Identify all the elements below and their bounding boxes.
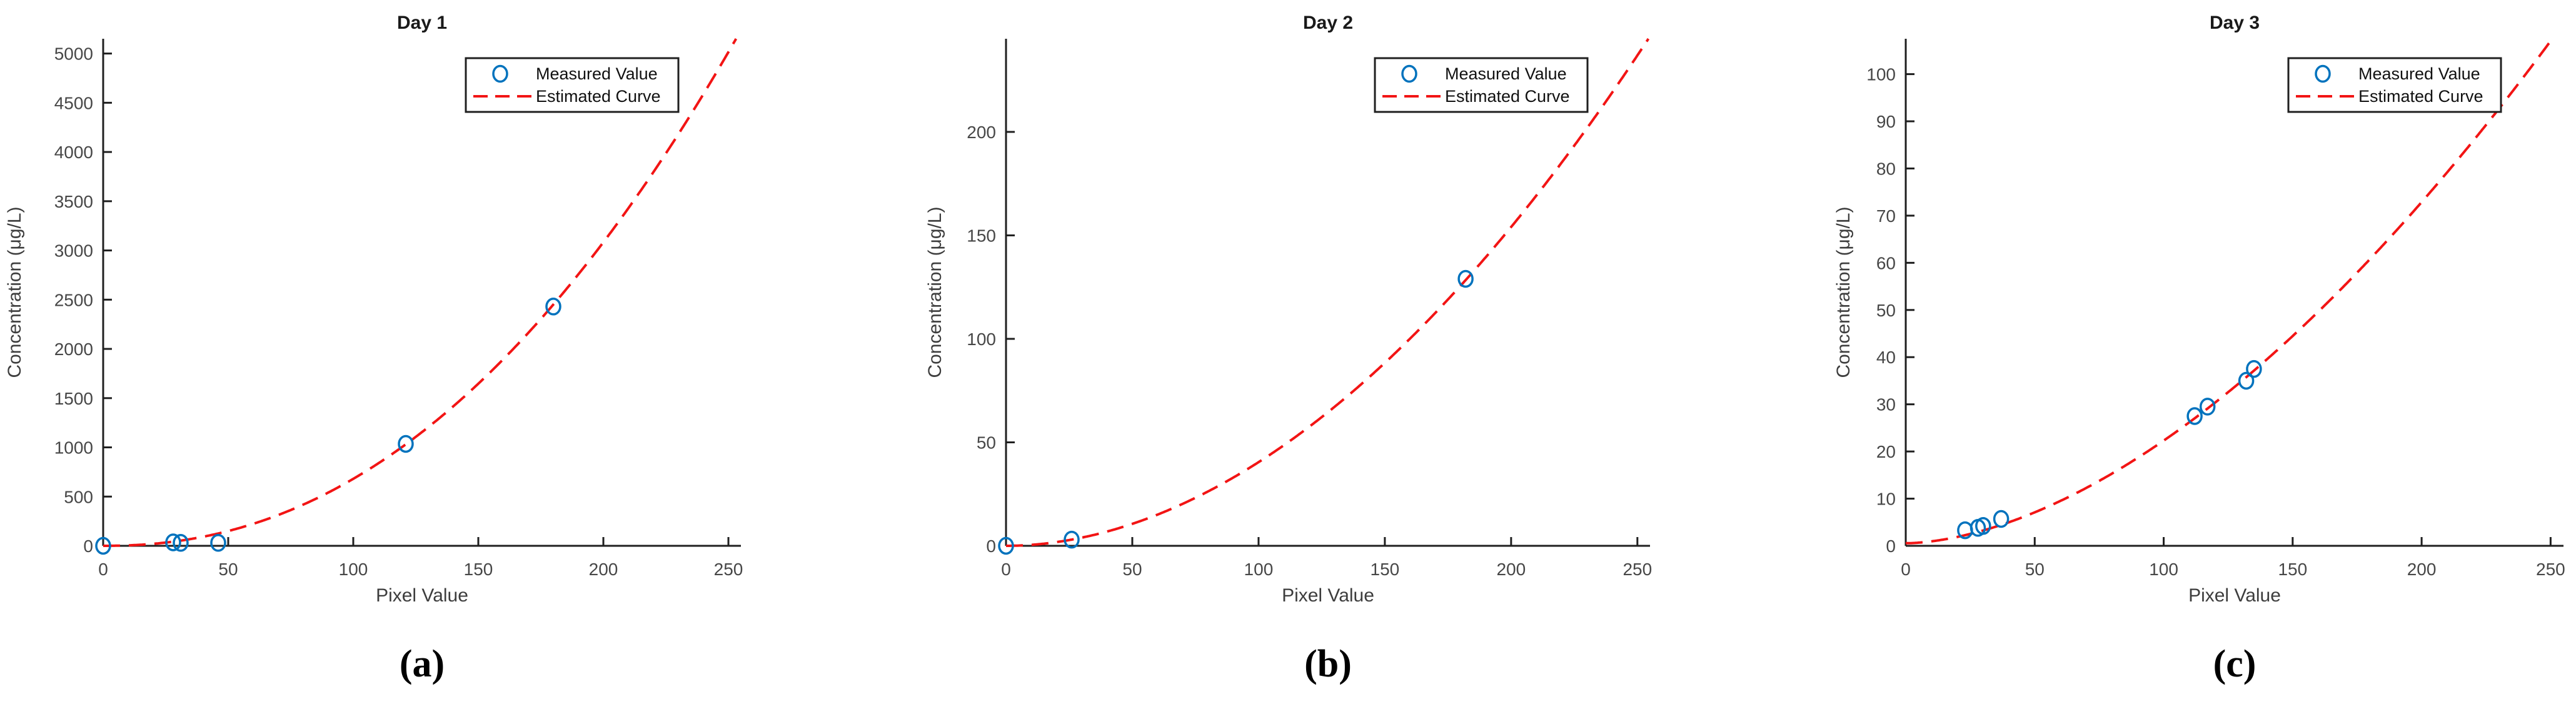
x-tick-label: 200: [2407, 560, 2437, 579]
measured-point: [1993, 510, 2010, 528]
plot-title: Day 1: [397, 13, 447, 33]
y-tick-label: 4000: [54, 143, 93, 162]
x-tick-label: 250: [714, 560, 743, 579]
chart-panel-a: 0 50 100 150 200 2500500100015002000250030003…: [4, 13, 743, 685]
panel-caption: (a): [400, 643, 445, 685]
measured-point: [2199, 398, 2216, 416]
x-axis-label: Pixel Value: [1282, 585, 1374, 606]
measured-point: [1975, 517, 1991, 535]
y-tick-label: 70: [1876, 206, 1896, 226]
x-tick-label: 150: [464, 560, 493, 579]
legend-label-measured: Measured Value: [536, 64, 658, 83]
x-tick-label: 50: [1122, 560, 1142, 579]
x-tick-label: 150: [1371, 560, 1400, 579]
y-tick-label: 1000: [54, 438, 93, 458]
x-tick-label: 200: [589, 560, 618, 579]
y-tick-label: 150: [967, 226, 996, 245]
y-tick-label: 90: [1876, 112, 1896, 131]
x-axis-label: Pixel Value: [2188, 585, 2281, 606]
y-tick-label: 40: [1876, 348, 1896, 367]
y-tick-label: 0: [1886, 536, 1896, 556]
x-axis-label: Pixel Value: [376, 585, 468, 606]
y-tick-label: 3000: [54, 241, 93, 261]
x-tick-label: 100: [339, 560, 368, 579]
y-tick-label: 80: [1876, 159, 1896, 178]
estimated-curve: [1905, 38, 2553, 545]
x-tick-label: 0: [98, 560, 108, 579]
legend-label-estimated: Estimated Curve: [1445, 87, 1570, 106]
measured-point: [398, 435, 414, 453]
y-tick-label: 3500: [54, 192, 93, 211]
measured-point: [2238, 371, 2255, 390]
y-tick-label: 60: [1876, 253, 1896, 273]
measured-point: [2186, 407, 2203, 425]
x-tick-label: 150: [2278, 560, 2307, 579]
measured-point: [545, 298, 561, 316]
x-tick-label: 250: [2536, 560, 2565, 579]
legend-label-estimated: Estimated Curve: [2358, 87, 2483, 106]
measured-point: [173, 534, 189, 552]
x-tick-label: 100: [2149, 560, 2178, 579]
measured-point: [2246, 360, 2262, 378]
legend-circle-icon: [492, 64, 508, 83]
plot-title: Day 3: [2210, 13, 2260, 33]
x-tick-label: 50: [2025, 560, 2045, 579]
panel-caption: (b): [1304, 643, 1352, 685]
measured-point: [210, 534, 226, 552]
legend-label-measured: Measured Value: [2358, 64, 2480, 83]
y-tick-label: 50: [1876, 301, 1896, 320]
y-axis-label: Concentration (μg/L): [4, 206, 25, 378]
y-axis-label: Concentration (μg/L): [925, 206, 945, 378]
y-tick-label: 1500: [54, 389, 93, 408]
measured-point: [165, 533, 181, 551]
y-tick-label: 100: [1866, 65, 1896, 84]
legend-label-estimated: Estimated Curve: [536, 87, 661, 106]
y-tick-label: 5000: [54, 44, 93, 64]
x-tick-label: 0: [1901, 560, 1911, 579]
chart-panel-c: 0 50 100 150 200 250 0 10 20 30 40 50 60 70 80 90 100 Day…: [1833, 13, 2565, 685]
x-tick-label: 250: [1623, 560, 1652, 579]
y-tick-label: 200: [967, 123, 996, 142]
y-tick-label: 2500: [54, 290, 93, 309]
y-axis-label: Concentration (μg/L): [1833, 206, 1854, 378]
estimated-curve: [103, 38, 738, 547]
legend-circle-icon: [1401, 64, 1417, 83]
legend-circle-icon: [2315, 64, 2331, 83]
x-tick-label: 50: [218, 560, 238, 579]
legend-label-measured: Measured Value: [1445, 64, 1567, 83]
y-tick-label: 50: [977, 433, 996, 452]
measured-point: [998, 536, 1014, 555]
y-tick-label: 100: [967, 329, 996, 349]
estimated-curve: [1006, 38, 1650, 547]
measured-point: [1457, 269, 1474, 288]
y-tick-label: 10: [1876, 490, 1896, 509]
x-tick-label: 100: [1244, 560, 1274, 579]
x-tick-label: 200: [1496, 560, 1526, 579]
y-tick-label: 500: [64, 487, 93, 506]
plot-title: Day 2: [1303, 13, 1353, 33]
y-tick-label: 30: [1876, 395, 1896, 415]
y-tick-label: 4500: [54, 93, 93, 113]
chart-panel-b: 0 50 100 150 200 250 0 50 100 150 200 Day 2 Pixel Va…: [925, 13, 1652, 685]
y-tick-label: 20: [1876, 442, 1896, 461]
y-tick-label: 2000: [54, 339, 93, 359]
measured-point: [95, 536, 111, 555]
y-tick-label: 0: [986, 536, 996, 556]
x-tick-label: 0: [1001, 560, 1011, 579]
panel-caption: (c): [2213, 643, 2257, 685]
y-tick-label: 0: [83, 536, 93, 556]
measured-point: [1064, 530, 1080, 549]
